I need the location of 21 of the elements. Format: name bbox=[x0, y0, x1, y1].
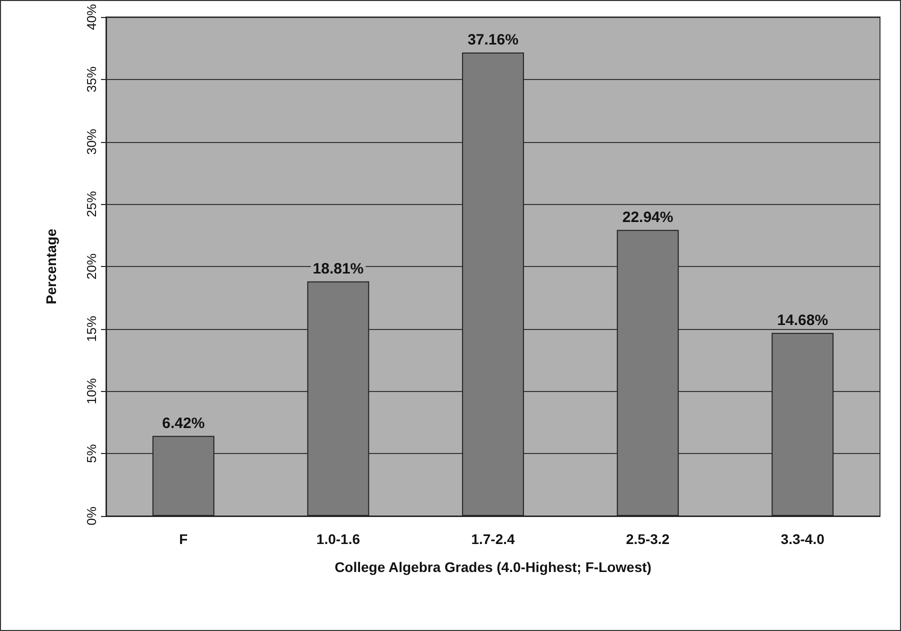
y-tick-label: 35% bbox=[84, 66, 99, 92]
data-label: 6.42% bbox=[162, 414, 205, 432]
data-label: 22.94% bbox=[622, 208, 674, 226]
y-axis-title: Percentage bbox=[43, 228, 59, 304]
x-axis-title: College Algebra Grades (4.0-Highest; F-Lowest) bbox=[334, 559, 652, 575]
x-tick-label: 3.3-4.0 bbox=[780, 531, 825, 547]
y-tick-label: 20% bbox=[84, 253, 99, 280]
y-tick-label: 40% bbox=[84, 4, 99, 30]
y-tick-label: 5% bbox=[84, 444, 99, 464]
x-tick-label: F bbox=[179, 531, 188, 547]
y-tick-label: 25% bbox=[84, 190, 99, 218]
x-tick-label: 2.5-3.2 bbox=[626, 531, 670, 547]
y-tick-label: 30% bbox=[84, 128, 99, 155]
data-label: 37.16% bbox=[468, 31, 518, 48]
y-tick-label: 0% bbox=[84, 506, 99, 526]
x-tick-label: 1.7-2.4 bbox=[471, 531, 516, 547]
x-tick-label: 1.0-1.6 bbox=[316, 531, 360, 547]
y-tick-label: 10% bbox=[84, 378, 99, 404]
data-label: 14.68% bbox=[777, 312, 828, 329]
y-tick-label: 15% bbox=[84, 315, 99, 342]
data-label: 18.81% bbox=[312, 260, 364, 278]
